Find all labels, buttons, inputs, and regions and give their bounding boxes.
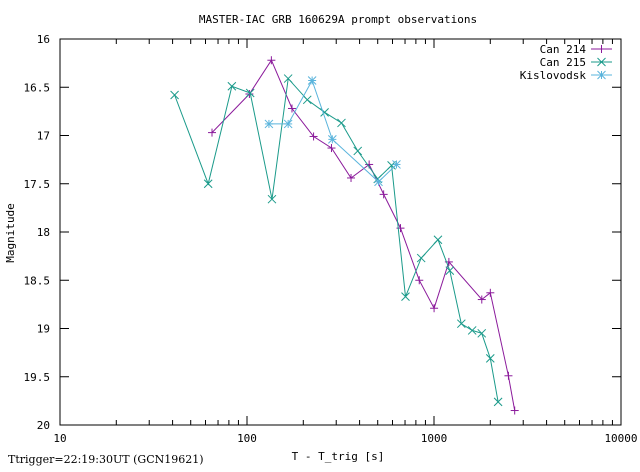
x-axis-label: T - T_trig [s] xyxy=(292,450,385,463)
marker-stroke xyxy=(597,70,606,80)
data-point-can-215 xyxy=(493,397,503,407)
marker-stroke xyxy=(302,95,312,105)
marker-stroke xyxy=(597,57,606,67)
y-axis-label: Magnitude xyxy=(4,203,17,263)
series-layer xyxy=(170,56,519,415)
marker-stroke xyxy=(392,160,401,169)
series-can-214 xyxy=(208,56,519,415)
marker-stroke xyxy=(264,119,274,129)
data-point-can-215 xyxy=(227,81,237,91)
series-line-can-215 xyxy=(174,77,499,402)
trigger-time-note: Ttrigger=22:19:30UT (GCN19621) xyxy=(8,453,204,466)
data-point-kislovodsk xyxy=(264,119,274,129)
marker-stroke xyxy=(283,119,293,129)
series-line-kislovodsk xyxy=(268,79,397,183)
data-point-can-214 xyxy=(287,104,296,113)
data-point-can-214 xyxy=(486,288,495,297)
marker-stroke xyxy=(327,135,337,144)
marker-stroke xyxy=(374,177,383,187)
data-point-kislovodsk xyxy=(374,177,383,187)
x-tick-label: 10 xyxy=(53,432,66,445)
data-point-can-215 xyxy=(485,354,495,363)
x-tick-label: 10000 xyxy=(604,432,637,445)
legend-label-can-214: Can 214 xyxy=(540,43,587,56)
data-point-can-214 xyxy=(347,173,356,182)
y-tick-label: 19 xyxy=(37,323,50,336)
marker-stroke xyxy=(477,328,487,338)
marker-stroke xyxy=(307,76,317,85)
data-point-can-214 xyxy=(504,371,513,380)
marker-stroke xyxy=(416,253,426,263)
marker-stroke xyxy=(467,326,477,335)
legend-marker-can-214 xyxy=(597,45,606,53)
data-point-can-215 xyxy=(245,88,255,98)
data-point-can-214 xyxy=(327,144,336,153)
data-point-can-215 xyxy=(283,74,293,83)
data-point-can-214 xyxy=(430,304,439,313)
data-point-can-215 xyxy=(477,328,487,338)
data-point-can-215 xyxy=(203,179,213,189)
plot-frame xyxy=(59,38,622,426)
data-point-can-215 xyxy=(267,194,277,204)
marker-stroke xyxy=(245,88,255,98)
y-tick-label: 20 xyxy=(37,419,50,432)
data-point-can-214 xyxy=(415,276,424,285)
data-point-can-214 xyxy=(477,295,486,304)
x-tick-label: 1000 xyxy=(421,432,448,445)
legend-label-kislovodsk: Kislovodsk xyxy=(520,69,587,82)
y-tick-label: 18 xyxy=(37,226,50,239)
data-point-can-214 xyxy=(309,132,318,141)
y-tick-label: 17 xyxy=(37,130,50,143)
marker-stroke xyxy=(320,107,329,117)
data-point-can-215 xyxy=(445,266,455,275)
legend-marker-kislovodsk xyxy=(597,70,606,80)
marker-stroke xyxy=(227,81,237,91)
marker-stroke xyxy=(267,194,277,204)
legend-label-can-215: Can 215 xyxy=(540,56,586,69)
marker-stroke xyxy=(353,146,363,156)
data-point-kislovodsk xyxy=(392,160,401,169)
data-point-can-215 xyxy=(433,235,443,245)
marker-stroke xyxy=(485,354,495,363)
data-point-can-215 xyxy=(456,319,466,329)
x-tick-label: 100 xyxy=(237,432,257,445)
data-point-can-215 xyxy=(401,292,410,302)
y-tick-label: 16 xyxy=(37,33,50,46)
y-tick-label: 17.5 xyxy=(24,178,51,191)
series-kislovodsk xyxy=(264,76,401,187)
data-point-can-215 xyxy=(337,118,346,128)
plot-axes: 10 100 1000 10000 16 16.5 17 17.5 18 18.5 19 19.5 20 xyxy=(24,33,638,445)
data-point-kislovodsk xyxy=(307,76,317,85)
marker-stroke xyxy=(493,397,503,407)
data-point-can-214 xyxy=(208,128,217,137)
y-tick-label: 16.5 xyxy=(24,81,51,94)
marker-stroke xyxy=(433,235,443,245)
marker-stroke xyxy=(337,118,346,128)
data-point-kislovodsk xyxy=(283,119,293,129)
legend-marker-can-215 xyxy=(597,57,606,67)
data-point-can-215 xyxy=(353,146,363,156)
marker-stroke xyxy=(283,74,293,83)
marker-stroke xyxy=(456,319,466,329)
data-point-can-215 xyxy=(302,95,312,105)
data-point-can-214 xyxy=(379,190,388,199)
data-point-can-214 xyxy=(267,56,276,65)
y-tick-label: 18.5 xyxy=(24,274,51,287)
marker-stroke xyxy=(203,179,213,189)
marker-stroke xyxy=(445,266,455,275)
y-tick-label: 19.5 xyxy=(24,371,51,384)
data-point-can-215 xyxy=(467,326,477,335)
data-point-can-214 xyxy=(510,406,519,415)
data-point-kislovodsk xyxy=(327,135,337,144)
data-point-can-215 xyxy=(170,90,179,100)
chart-title: MASTER-IAC GRB 160629A prompt observatio… xyxy=(199,13,477,26)
series-line-can-214 xyxy=(211,59,516,411)
marker-stroke xyxy=(401,292,410,302)
marker-stroke xyxy=(170,90,179,100)
data-point-can-215 xyxy=(416,253,426,263)
